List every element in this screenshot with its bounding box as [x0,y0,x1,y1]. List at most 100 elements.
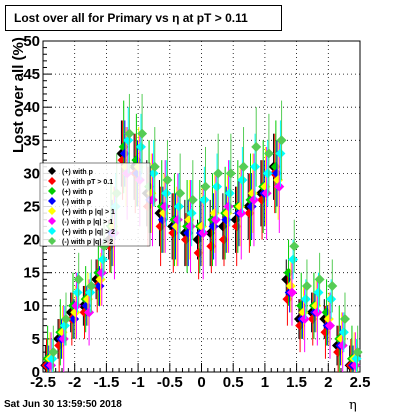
data-point [61,314,72,325]
x-tick-label: -2.5 [30,374,56,391]
data-point [236,208,247,219]
data-point [137,128,148,139]
data-point [210,214,221,225]
y-tick-label: 20 [23,232,40,249]
data-point [325,320,336,331]
legend-marker [48,187,56,195]
data-point [248,194,259,205]
data-point [187,194,198,205]
x-tick-label: -1.5 [93,374,119,391]
data-point [326,294,337,305]
data-point [225,168,236,179]
legend-marker [48,217,56,225]
x-tick-label: 0 [197,374,205,391]
data-point [338,327,349,338]
legend-label: (+) with p [62,189,93,196]
y-tick-label: 15 [23,265,40,282]
data-point [314,274,325,285]
data-point [200,181,211,192]
y-tick-label: 50 [23,33,40,50]
data-point [251,141,262,152]
legend-marker [48,197,56,205]
legend-marker [48,167,56,175]
legend-label: (-) with pT > 0.1 [62,179,113,186]
data-point [97,254,108,265]
y-tick-label: 25 [23,199,40,216]
data-point [224,188,235,199]
data-point [162,175,173,186]
data-point [48,347,59,358]
y-axis-label: Lost over all (%) [10,37,27,153]
data-point [199,194,210,205]
y-tick-label: 40 [23,99,40,116]
data-point [263,148,274,159]
y-tick-label: 35 [23,132,40,149]
data-point [72,287,83,298]
data-point [148,168,159,179]
data-point [198,227,209,238]
data-point [339,314,350,325]
legend-marker [48,227,56,235]
data-point [351,353,362,364]
data-point [73,274,84,285]
x-tick-label: -2 [68,374,81,391]
data-point [175,188,186,199]
data-point [299,314,310,325]
y-tick-label: 10 [23,298,40,315]
data-point [250,161,261,172]
data-point [47,353,58,364]
y-tick-label: 45 [23,66,40,83]
timestamp-footer: Sat Jun 30 13:59:50 2018 [4,399,122,410]
chart-title: Lost over all for Primary vs η at pT > 0… [5,5,282,31]
data-point [276,135,287,146]
x-tick-label: 0.5 [223,374,244,391]
data-point [173,201,184,212]
legend-label: (-) with p |q| > 1 [62,219,113,226]
y-tick-label: 5 [32,331,40,348]
data-point [85,287,96,298]
data-point [312,307,323,318]
y-tick-label: 30 [23,165,40,182]
data-point [313,287,324,298]
data-point [300,294,311,305]
y-tick-label: 0 [32,364,40,381]
data-point [286,287,297,298]
data-point [161,188,172,199]
data-point [212,181,223,192]
data-point [186,208,197,219]
x-tick-label: 2 [324,374,332,391]
data-point [327,280,338,291]
legend-label: (+) with p |q| > 2 [62,229,115,236]
legend-label: (-) with p |q| > 2 [62,239,113,246]
data-point [124,128,135,139]
legend-box [39,162,151,247]
data-point [275,148,286,159]
data-point [237,175,248,186]
data-point [86,280,97,291]
data-point [118,141,129,152]
data-point [59,320,70,331]
legend-label: (+) with p [62,169,93,176]
data-point [213,168,224,179]
legend-marker [48,207,56,215]
data-point [149,161,160,172]
x-tick-label: -0.5 [157,374,183,391]
data-point [238,161,249,172]
legend-marker [48,237,56,245]
legend-label: (+) with p |q| > 1 [62,209,115,216]
data-point [285,280,296,291]
data-point [352,347,363,358]
legend-marker [48,177,56,185]
data-point [123,135,134,146]
data-point [262,168,273,179]
data-point [289,241,300,252]
x-tick-label: 1.5 [286,374,307,391]
x-tick-label: -1 [131,374,144,391]
data-point [288,254,299,265]
data-point [246,201,257,212]
data-point [301,280,312,291]
data-point [135,141,146,152]
x-axis-label: η [349,398,357,413]
x-tick-label: 1 [261,374,269,391]
